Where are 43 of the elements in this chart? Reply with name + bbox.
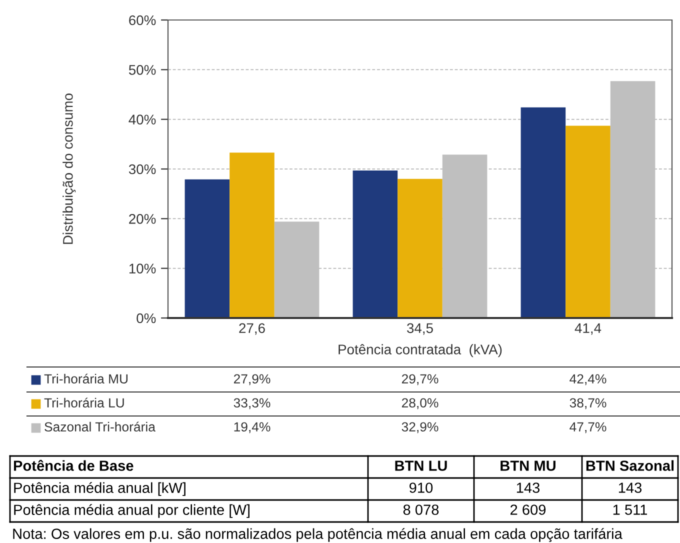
- bar: [230, 152, 274, 318]
- category-label: Potência média anual por cliente [W]: [14, 504, 250, 518]
- y-tick-label: 40%: [128, 114, 156, 125]
- bar: [520, 107, 566, 318]
- x-tick-label: 41,4: [574, 323, 602, 335]
- y-tick-label: 30%: [128, 164, 156, 174]
- y-tick-label: 60%: [129, 15, 156, 26]
- text: 910: [410, 482, 433, 493]
- text: 1 511: [613, 504, 647, 515]
- data-label: 38,7%: [570, 398, 606, 410]
- text: Nota: Os valores em p.u. são normalizados pela potência média anual em cada opção tarifária: [13, 528, 622, 542]
- y-tick-label: 10%: [129, 264, 156, 274]
- data-label: 28,0%: [402, 398, 438, 410]
- x-tick-label: 34,5: [407, 323, 433, 335]
- data-label: 29,7%: [402, 374, 438, 386]
- category-label: BTN LU: [395, 460, 447, 471]
- legend-label: Sazonal Tri-horária: [44, 422, 156, 432]
- category-label: BTN MU: [500, 460, 556, 471]
- category-label: Potência média anual [kW]: [14, 482, 186, 496]
- bar: [398, 178, 442, 318]
- bar: [184, 179, 230, 318]
- text: 143: [618, 482, 642, 493]
- data-label: 47,7%: [570, 422, 606, 434]
- y-tick-label: 50%: [128, 65, 156, 75]
- data-label: 19,4%: [234, 422, 270, 434]
- text: 143: [516, 482, 540, 493]
- y-tick-label: 20%: [129, 214, 156, 224]
- y-tick-label: 0%: [136, 313, 156, 324]
- text: Potência de Base: [14, 460, 134, 471]
- data-label: 42,4%: [570, 374, 606, 386]
- y-axis-title: Distribuição do consumo: [62, 94, 76, 244]
- text: 8 078: [403, 504, 439, 515]
- x-tick-label: 27,6: [239, 323, 265, 335]
- legend-label: Tri-horária MU: [44, 374, 128, 384]
- data-label: 33,3%: [234, 398, 270, 410]
- legend-label: Tri-horária LU: [44, 398, 124, 408]
- category-label: BTN Sazonal: [586, 460, 674, 471]
- text: 2 609: [510, 504, 546, 515]
- data-label: 27,9%: [234, 374, 270, 386]
- bar: [352, 170, 398, 318]
- bar: [566, 126, 610, 318]
- data-label: 32,9%: [402, 422, 438, 434]
- x-axis-title: Potência contratada (kVA): [338, 344, 502, 358]
